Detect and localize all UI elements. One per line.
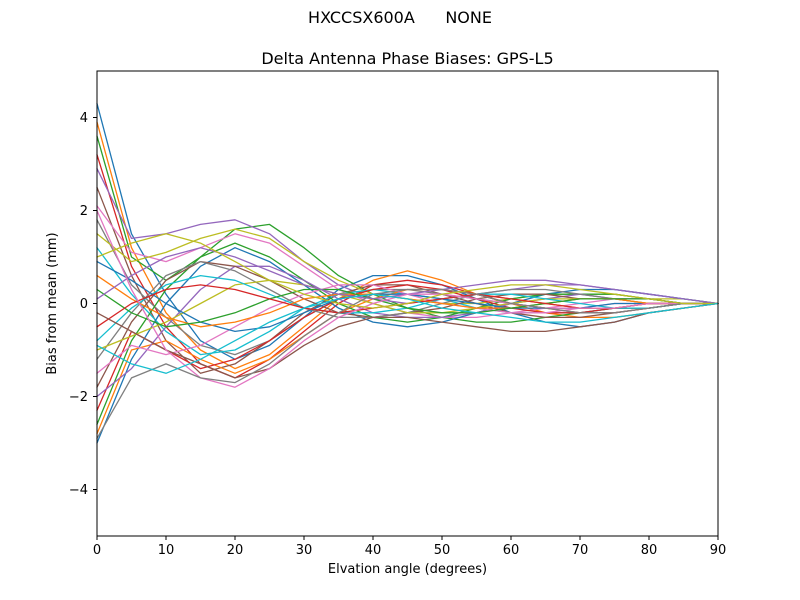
series-line <box>96 233 719 309</box>
series-line <box>96 260 719 333</box>
x-tick-label: 10 <box>158 543 175 558</box>
series-line <box>96 302 719 379</box>
series-line <box>96 247 719 444</box>
x-tick-label: 0 <box>93 543 101 558</box>
x-tick-label: 70 <box>572 543 589 558</box>
series-line <box>96 167 719 305</box>
y-tick-label: −2 <box>69 390 88 405</box>
x-tick-label: 30 <box>296 543 313 558</box>
x-tick-label: 90 <box>710 543 727 558</box>
x-tick-label: 20 <box>227 543 244 558</box>
series-line <box>96 288 719 440</box>
figure-suptitle: HXCCSX600A NONE <box>308 8 492 27</box>
y-tick-label: −4 <box>69 483 88 498</box>
x-axis-label: Elvation angle (degrees) <box>328 562 487 577</box>
series-line <box>96 288 719 328</box>
axes-title: Delta Antenna Phase Biases: GPS-L5 <box>261 49 554 68</box>
series-line <box>96 102 719 360</box>
y-tick-label: 2 <box>80 204 88 219</box>
series-line <box>96 121 719 370</box>
y-tick-label: 4 <box>80 111 88 126</box>
x-tick-label: 50 <box>434 543 451 558</box>
x-tick-label: 40 <box>365 543 382 558</box>
x-tick-label: 80 <box>641 543 658 558</box>
y-axis-label: Bias from mean (mm) <box>45 232 60 374</box>
y-tick-label: 0 <box>80 297 88 312</box>
series-line <box>96 293 719 374</box>
x-tick-label: 60 <box>503 543 520 558</box>
